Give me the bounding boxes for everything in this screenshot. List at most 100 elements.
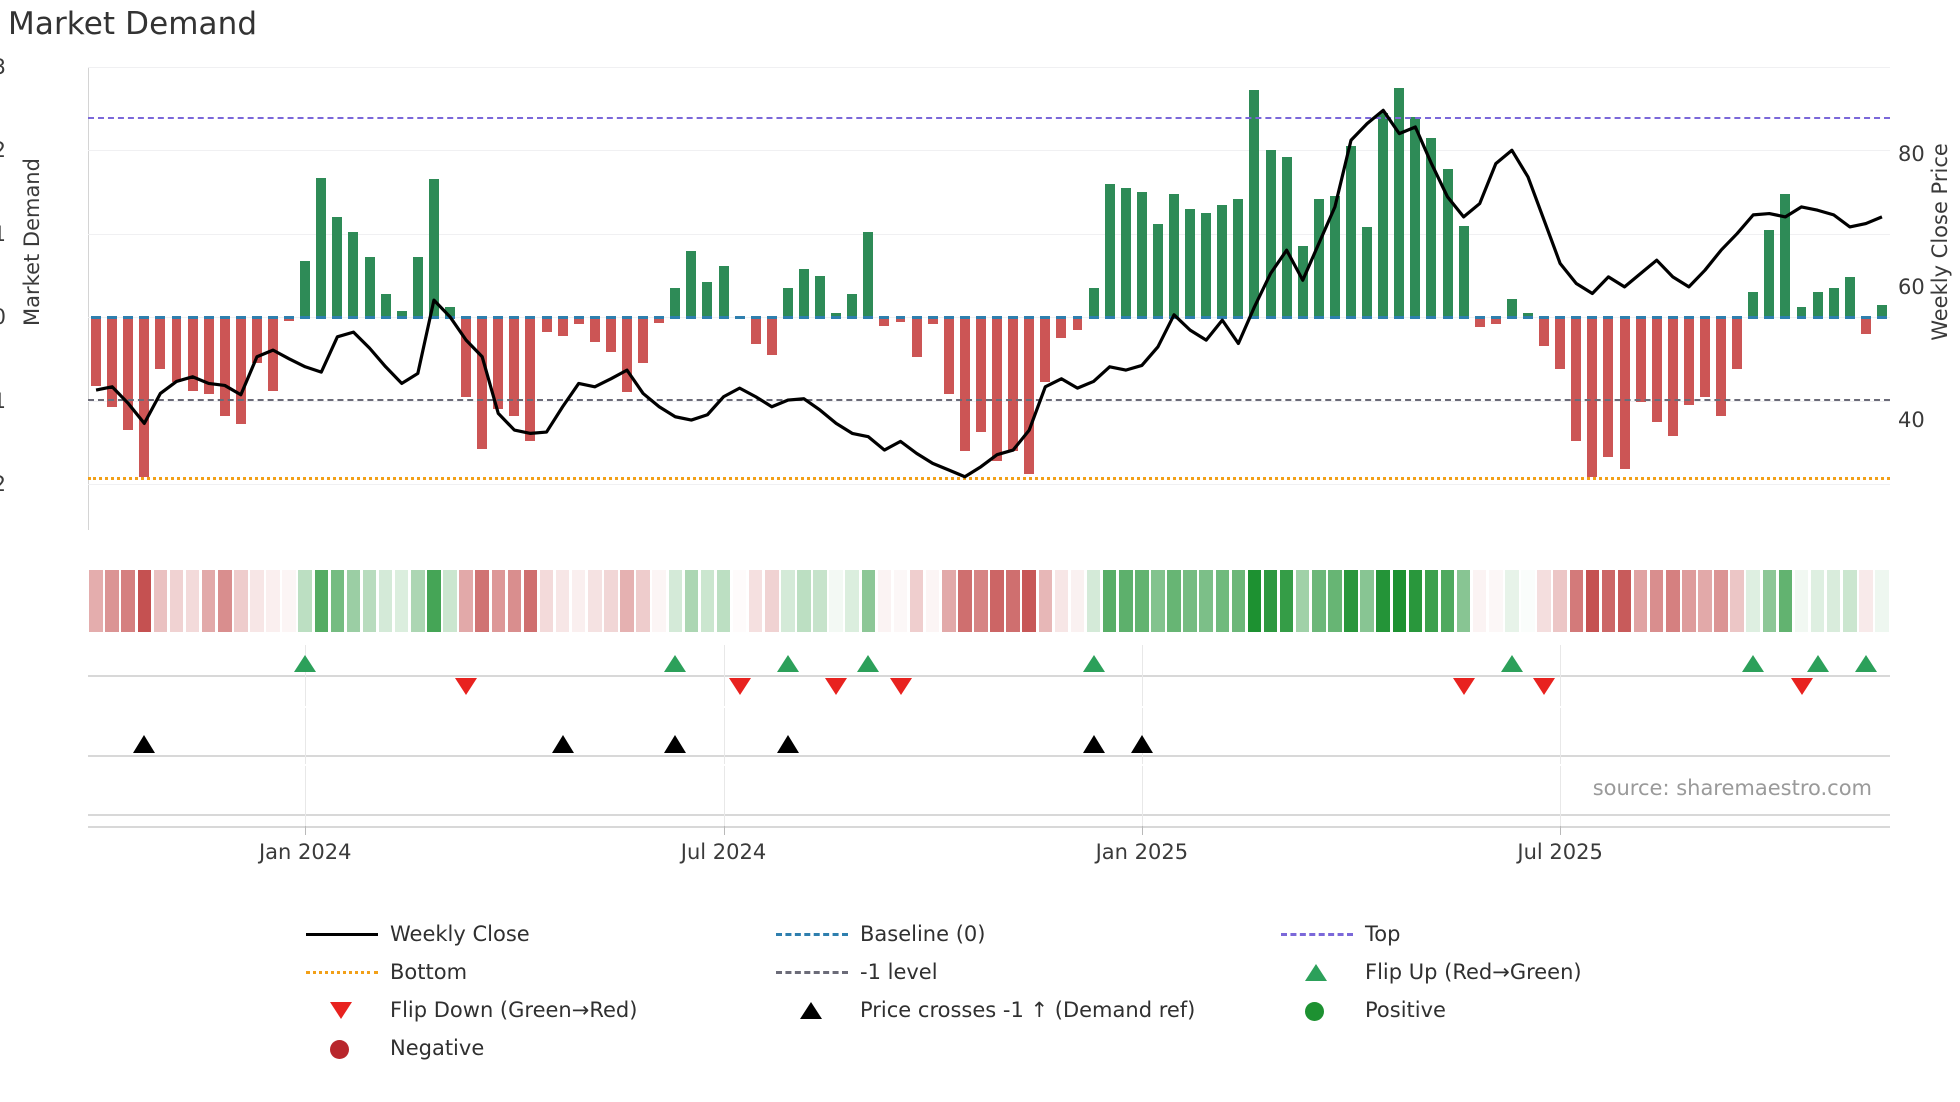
demand-bar (1329, 196, 1340, 318)
baseline-segment (1088, 315, 1099, 319)
baseline-segment (541, 315, 552, 319)
heatmap-cell (378, 570, 393, 632)
flip-down-marker-icon (1790, 678, 1813, 695)
heatmap-cell (89, 570, 103, 632)
baseline-segment (1442, 315, 1453, 319)
baseline-segment (863, 315, 874, 319)
x-axis-line (88, 826, 1890, 829)
baseline-segment (798, 315, 809, 319)
heatmap-cell (1086, 570, 1101, 632)
demand-bar (284, 317, 295, 322)
heatmap-cell (1312, 570, 1326, 632)
legend-dashed-line-icon (1281, 933, 1353, 936)
demand-bar (300, 260, 311, 318)
demand-bar (638, 317, 649, 364)
heatmap-cell (1263, 570, 1278, 632)
heatmap-cell (700, 570, 715, 632)
weekly-close-polyline (95, 108, 1883, 479)
heatmap-cell (1859, 570, 1873, 632)
legend-item: Bottom (300, 958, 467, 986)
heatmap-cell (1022, 570, 1036, 632)
heatmap-cell (105, 570, 119, 632)
flip-down-marker-icon (1533, 678, 1556, 695)
heatmap-cell (925, 570, 940, 632)
heatmap-cell (1826, 570, 1841, 632)
heatmap-cell (234, 570, 248, 632)
baseline-segment (1233, 315, 1244, 319)
demand-heatmap-strip (88, 570, 1890, 632)
x-axis-tick (305, 826, 307, 835)
demand-bar (1635, 317, 1646, 403)
baseline-segment (573, 315, 584, 319)
demand-bar (654, 317, 665, 324)
heatmap-cell (1102, 570, 1117, 632)
demand-bar (412, 257, 423, 318)
heatmap-cell (861, 570, 876, 632)
baseline-segment (1812, 315, 1823, 319)
flip-down-marker-icon (728, 678, 751, 695)
heatmap-cell (1585, 570, 1600, 632)
price-cross-marker-icon (133, 735, 156, 753)
baseline-segment (1844, 315, 1855, 319)
baseline-segment (927, 315, 938, 319)
baseline-segment (895, 315, 906, 319)
demand-bar (1426, 137, 1437, 318)
demand-bar (1346, 146, 1356, 318)
demand-bar (975, 317, 986, 433)
heatmap-cell (1778, 570, 1793, 632)
heatmap-cell (1794, 570, 1809, 632)
demand-bar (1362, 227, 1373, 318)
demand-bar (107, 317, 118, 408)
heatmap-cell (716, 570, 731, 632)
baseline-segment (412, 315, 423, 319)
source-panel: source: sharemaestro.com (88, 766, 1890, 826)
heatmap-cell (1360, 570, 1374, 632)
legend-item-label: Price crosses -1 ↑ (Demand ref) (860, 998, 1196, 1022)
heatmap-cell (1392, 570, 1407, 632)
heatmap-cell (282, 570, 296, 632)
baseline-segment (493, 315, 504, 319)
demand-bar (1297, 246, 1308, 318)
heatmap-cell (539, 570, 554, 632)
baseline-segment (959, 315, 970, 319)
legend-item: Price crosses -1 ↑ (Demand ref) (770, 996, 1195, 1024)
heatmap-cell (604, 570, 618, 632)
heatmap-cell (1649, 570, 1664, 632)
demand-bar (1217, 204, 1228, 318)
legend-dashed-line-icon (776, 933, 848, 936)
demand-bars (88, 67, 1890, 530)
baseline-segment (396, 315, 407, 319)
baseline-segment (1587, 315, 1598, 319)
flip-up-marker-icon (776, 655, 799, 672)
demand-bar (1716, 317, 1727, 416)
bottom-reference-line (88, 477, 1890, 481)
demand-bar (1667, 317, 1678, 436)
page-title: Market Demand (8, 6, 258, 42)
vertical-gridline (723, 645, 725, 706)
demand-bar (493, 317, 504, 410)
legend-item: Weekly Close (300, 920, 530, 948)
legend-circle-icon (330, 1040, 349, 1059)
heatmap-cell (394, 570, 409, 632)
demand-bar (1490, 317, 1501, 324)
gridline (88, 233, 1890, 235)
heatmap-cell (1521, 570, 1535, 632)
heatmap-cell (1038, 570, 1053, 632)
x-axis-tick-label: Jul 2024 (680, 840, 767, 864)
flip-up-marker-icon (294, 655, 317, 672)
legend-dashed-line-icon (776, 971, 848, 974)
legend-item-label: Flip Up (Red→Green) (1365, 960, 1582, 984)
price-cross-panel (88, 708, 1890, 764)
y-axis-right-tick-label: 60 (1898, 274, 1925, 299)
baseline-segment (1667, 315, 1678, 319)
baseline-segment (1072, 315, 1083, 319)
flip-up-marker-icon (1500, 655, 1523, 672)
demand-bar (396, 310, 407, 318)
heatmap-cell (1328, 570, 1342, 632)
legend-item-label: Baseline (0) (860, 922, 986, 946)
baseline-segment (477, 315, 488, 319)
baseline-segment (1506, 315, 1517, 319)
legend-item-label: Flip Down (Green→Red) (390, 998, 638, 1022)
demand-bar (1185, 208, 1196, 318)
demand-bar (1699, 317, 1710, 397)
